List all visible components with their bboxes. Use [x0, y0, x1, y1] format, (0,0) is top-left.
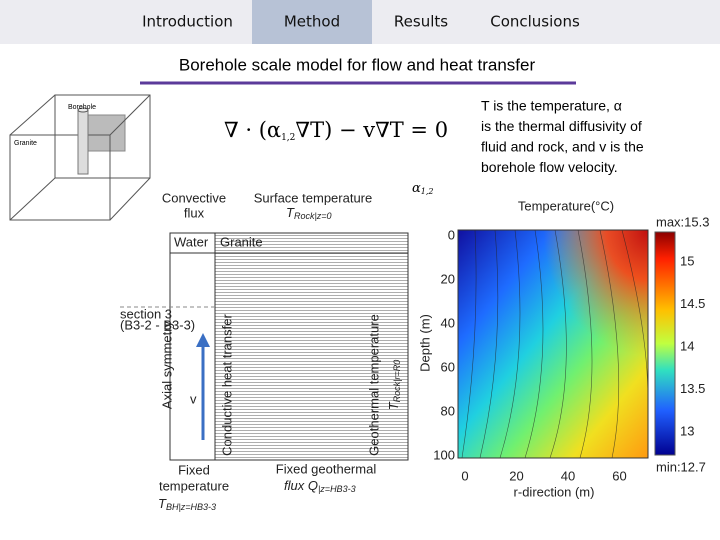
- description-line: fluid and rock, and v is the: [481, 139, 644, 155]
- math-subscript: Rock|z=0: [294, 211, 332, 221]
- heatmap-label: 60: [612, 468, 626, 483]
- nav-tab[interactable]: Conclusions: [490, 13, 580, 31]
- model-label: Fixed geothermal: [276, 461, 377, 476]
- heatmap-labels: Temperature(°C) Depth (m) r-direction (m) 0…: [417, 198, 709, 499]
- borehole-label: Borehole: [68, 104, 96, 111]
- model-label: Granite: [220, 234, 263, 249]
- heatmap-label: 40: [561, 468, 575, 483]
- description: T is the temperature, α is the thermal di…: [481, 98, 644, 176]
- heatmap-label: 13.5: [680, 381, 705, 396]
- granite-region: [214, 232, 409, 461]
- alpha-symbol: α: [412, 181, 421, 196]
- math-label: TRock|r=R0: [386, 360, 402, 411]
- heatmap-label: 80: [441, 403, 455, 418]
- model-diagram: [120, 232, 409, 461]
- model-label: Water: [174, 234, 209, 249]
- heatmap-label: 20: [441, 271, 455, 286]
- equation-subscript: 1,2: [281, 133, 295, 143]
- model-label: v: [190, 391, 197, 406]
- math-subscript: Rock|r=R0: [392, 360, 402, 403]
- heatmap-label: max:15.3: [656, 214, 709, 229]
- nav-bar: Introduction Method Results Conclusions: [0, 0, 720, 44]
- equation: ∇ · (α1,2∇T) − v∇T = 0: [224, 118, 448, 143]
- heatmap-label: 0: [448, 227, 455, 242]
- box-diagram: [9, 94, 151, 221]
- model-label: Conductive heat transfer: [219, 314, 234, 456]
- heatmap: [457, 229, 676, 459]
- math-main: T: [286, 205, 295, 220]
- math-label: TBH|z=HB3-3: [158, 496, 216, 512]
- heatmap-hot: [458, 230, 648, 458]
- heatmap-label: 0: [461, 468, 468, 483]
- heatmap-label: 14: [680, 338, 694, 353]
- heatmap-label: Depth (m): [417, 314, 432, 372]
- model-label: temperature: [159, 478, 229, 493]
- heatmap-label: 60: [441, 359, 455, 374]
- arrow-head: [196, 333, 210, 347]
- math-label: TRock|z=0: [286, 205, 332, 221]
- equation-part: ∇ · (α: [224, 118, 281, 142]
- heatmap-label: Temperature(°C): [518, 198, 614, 213]
- model-label: Geothermal temperature: [366, 314, 381, 456]
- math-subscript: BH|z=HB3-3: [166, 502, 216, 512]
- heatmap-label: min:12.7: [656, 459, 706, 474]
- model-label: (B3-2 - B3-3): [120, 317, 195, 332]
- alpha-label: α1,2: [412, 181, 434, 197]
- heatmap-frame: [457, 229, 649, 459]
- nav-tab[interactable]: Results: [394, 13, 448, 31]
- heatmap-label: 100: [433, 447, 455, 462]
- heatmap-label: 15: [680, 253, 694, 268]
- math-main: T: [158, 496, 167, 511]
- heatmap-label: 13: [680, 423, 694, 438]
- description-line: is the thermal diffusivity of: [481, 118, 642, 134]
- alpha-subscript: 1,2: [421, 187, 434, 196]
- math-main: T: [386, 401, 401, 410]
- slide-title: Borehole scale model for flow and heat t…: [179, 55, 536, 74]
- math-main: flux Q: [284, 478, 318, 493]
- description-line: borehole flow velocity.: [481, 159, 618, 175]
- model-label: Fixed: [178, 462, 210, 477]
- math-label: flux Q|z=HB3-3: [284, 478, 356, 494]
- model-label: Surface temperature: [254, 190, 373, 205]
- colorbar: [654, 231, 676, 456]
- heatmap-label: 20: [509, 468, 523, 483]
- math-subscript: |z=HB3-3: [318, 484, 356, 494]
- nav-tab[interactable]: Method: [284, 13, 340, 31]
- description-line: T is the temperature, α: [481, 98, 622, 114]
- heatmap-label: 40: [441, 315, 455, 330]
- heatmap-label: r-direction (m): [514, 484, 595, 499]
- contours: [461, 229, 649, 459]
- model-label: Convective: [162, 190, 226, 205]
- active-tab: [252, 0, 372, 44]
- equation-part: ∇T) − v∇T = 0: [295, 118, 448, 142]
- model-label: section 3: [120, 306, 172, 321]
- granite-label: Granite: [14, 140, 37, 147]
- model-label: flux: [184, 205, 205, 220]
- model-label: Axial symmetry: [159, 320, 174, 409]
- heatmap-label: 14.5: [680, 296, 705, 311]
- nav-tab[interactable]: Introduction: [142, 13, 233, 31]
